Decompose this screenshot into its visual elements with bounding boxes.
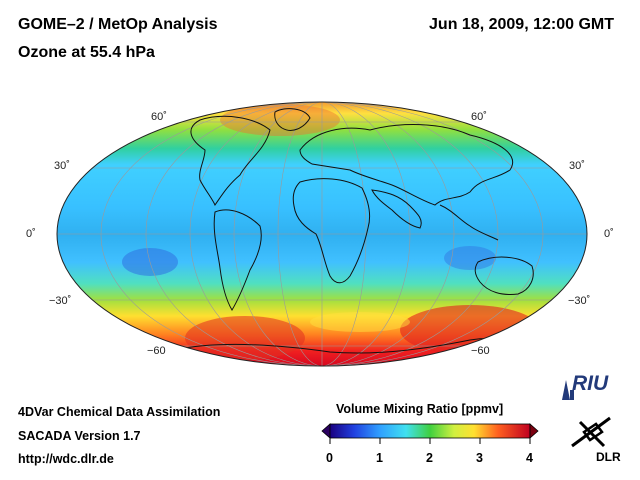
high-ozone-region	[220, 104, 340, 136]
lat-label-s30-left: −30˚	[49, 295, 72, 307]
arabia-india-outline	[371, 189, 422, 229]
analysis-date: Jun 18, 2009, 12:00 GMT	[429, 16, 614, 33]
colorbar-title: Volume Mixing Ratio [ppmv]	[336, 402, 504, 416]
north-america-outline	[190, 115, 271, 207]
south-america-outline	[213, 209, 262, 311]
lat-label-n30-right: 30˚	[569, 160, 585, 172]
lat-label-n60-left: 60˚	[151, 111, 167, 123]
lat-label-n30-left: 30˚	[54, 160, 70, 172]
globe-outline	[56, 101, 588, 367]
colorbar-tick-label: 0	[326, 451, 333, 465]
greenland-outline	[274, 108, 311, 131]
europe-asia-outline	[299, 124, 513, 206]
ozone-field	[57, 102, 587, 366]
riu-logo-icon	[562, 380, 574, 400]
footer-url: http://wdc.dlr.de	[18, 452, 114, 466]
map-title: GOME–2 / MetOp Analysis	[18, 16, 218, 33]
colorbar-tick-label: 2	[426, 451, 433, 465]
colorbar-ticks	[329, 438, 531, 444]
lat-label-s30-right: −30˚	[568, 295, 591, 307]
colorbar-max-arrow	[529, 423, 539, 439]
colorbar-tick-label: 4	[526, 451, 533, 465]
colorbar-min-arrow	[321, 423, 331, 439]
footer-line-2: SACADA Version 1.7	[18, 429, 141, 443]
riu-logo: RIU	[572, 372, 609, 395]
lat-label-eq-right: 0˚	[604, 228, 614, 240]
high-ozone-region	[400, 305, 540, 355]
lat-label-s60-left: −60	[147, 345, 166, 357]
dlr-logo: DLR	[596, 450, 621, 464]
lat-label-s60-right: −60	[471, 345, 490, 357]
low-ozone-region	[444, 246, 496, 270]
lat-label-n60-right: 60˚	[471, 111, 487, 123]
high-ozone-region	[185, 316, 305, 360]
dlr-logo-icon	[571, 416, 611, 448]
lat-label-eq-left: 0˚	[26, 228, 36, 240]
africa-outline	[292, 178, 371, 284]
australia-outline	[474, 256, 534, 295]
map-subtitle: Ozone at 55.4 hPa	[18, 44, 155, 61]
mid-ozone-region	[310, 312, 410, 332]
colorbar-tick-label: 1	[376, 451, 383, 465]
footer-line-1: 4DVar Chemical Data Assimilation	[18, 405, 221, 419]
colorbar	[321, 423, 539, 444]
colorbar-tick-label: 3	[476, 451, 483, 465]
southeast-asia-outline	[439, 204, 499, 241]
coastlines	[174, 108, 541, 354]
colorbar-gradient	[329, 423, 531, 439]
